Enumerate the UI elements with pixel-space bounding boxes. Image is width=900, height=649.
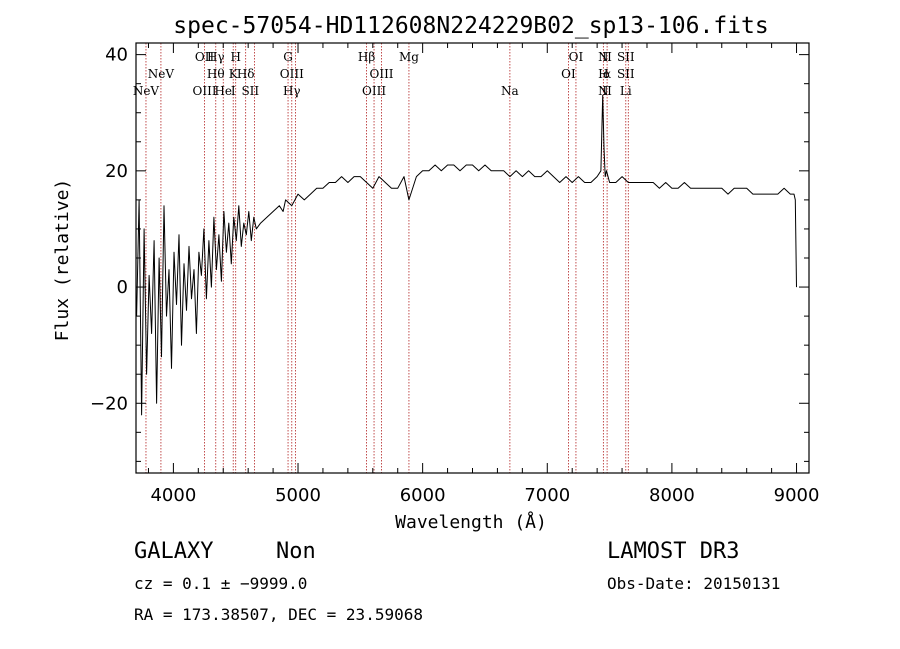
emission-line-markers [145, 43, 629, 473]
line-label-20-0: II [602, 50, 612, 64]
redshift-cz: cz = 0.1 ± −9999.0 [134, 574, 307, 593]
ra-dec-coordinates: RA = 173.38507, DEC = 23.59068 [134, 605, 423, 624]
line-label-20-2: II [602, 84, 612, 98]
axis-ticks [136, 43, 809, 473]
line-label-20-1: α [603, 67, 611, 81]
line-label-17-0: OI [561, 67, 576, 81]
line-label-19-0: N [598, 50, 609, 64]
x-tick-label-3: 7000 [524, 485, 570, 506]
line-label-10-0: OIII [280, 67, 304, 81]
y-tick-label-0: −20 [90, 393, 128, 414]
line-label-7-1: S [242, 84, 250, 98]
line-label-5-0: K [229, 67, 239, 81]
series-line-0 [136, 94, 797, 416]
line-label-7-0: Hδ [237, 67, 255, 81]
line-label-1-0: NeV [148, 67, 175, 81]
y-axis-label: Flux (relative) [52, 179, 73, 342]
x-tick-label-5: 9000 [774, 485, 820, 506]
line-label-8-0: II [250, 84, 260, 98]
y-tick-label-1: 0 [117, 277, 128, 298]
line-label-4-0: He [214, 84, 232, 98]
x-axis-label: Wavelength (Å) [395, 511, 547, 533]
line-label-6-0: H [230, 50, 240, 64]
x-tick-label-2: 6000 [400, 485, 446, 506]
survey-name: LAMOST DR3 [607, 539, 739, 564]
spectrum-series [136, 94, 797, 416]
line-label-3-0: Hγ [207, 50, 225, 64]
x-tick-label-0: 4000 [150, 485, 196, 506]
line-label-2-0: OII [195, 50, 215, 64]
line-label-10-1: Hγ [283, 84, 301, 98]
line-label-0-0: NeV [133, 84, 160, 98]
x-tick-label-4: 8000 [649, 485, 695, 506]
line-label-2-1: OIII [193, 84, 217, 98]
y-tick-label-3: 40 [105, 45, 128, 66]
line-label-14-0: OIII [369, 67, 393, 81]
line-label-21-1: SII [617, 67, 635, 81]
y-tick-label-2: 20 [105, 161, 128, 182]
line-label-15-0: Mg [399, 50, 419, 64]
line-label-18-0: OI [569, 50, 584, 64]
line-label-19-1: H [598, 67, 608, 81]
line-label-19-2: N [598, 84, 609, 98]
chart-title: spec-57054-HD112608N224229B02_sp13-106.f… [173, 13, 768, 39]
x-tick-label-1: 5000 [275, 485, 321, 506]
line-label-12-0: Hβ [358, 50, 375, 64]
object-class: GALAXY [134, 539, 213, 564]
axis-tick-labels: 4000 5000 6000 7000 8000 9000 −20 0 20 40 [90, 45, 819, 506]
line-label-21-2: Li [620, 84, 632, 98]
line-label-5-1: I [231, 84, 236, 98]
object-subclass: Non [276, 539, 316, 564]
line-label-3-1: Hθ [207, 67, 225, 81]
line-label-13-0: OIII [362, 84, 386, 98]
observation-date: Obs-Date: 20150131 [607, 574, 780, 593]
plot-frame [135, 42, 810, 474]
line-label-16-0: Na [501, 84, 519, 98]
line-label-9-0: G [283, 50, 293, 64]
line-label-21-0: SII [617, 50, 635, 64]
